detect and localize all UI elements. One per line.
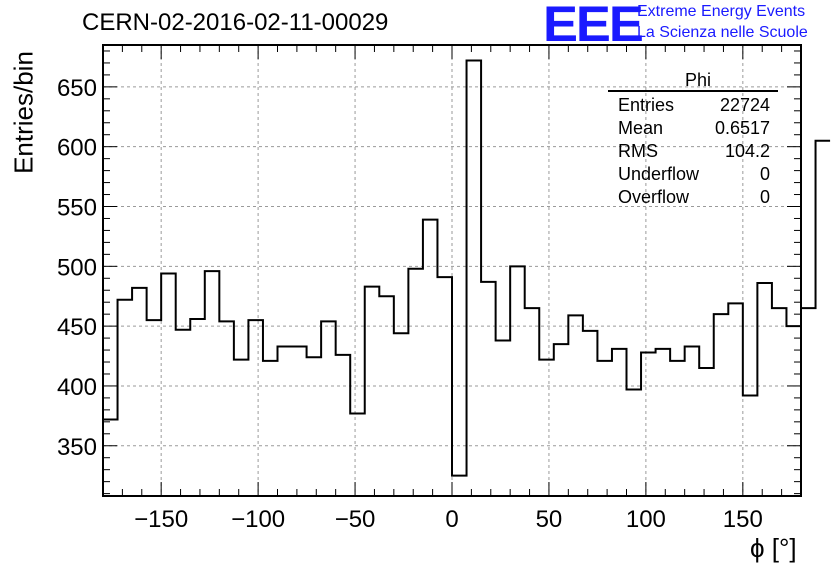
plot-frame [102, 44, 802, 497]
stats-row: RMS 104.2 [608, 140, 778, 163]
stats-box: Phi Entries 22724 Mean 0.6517 RMS 104.2 Und… [608, 70, 778, 209]
stats-value: 22724 [719, 95, 770, 115]
stats-row: Underflow 0 [608, 163, 778, 186]
x-tick-label: 150 [723, 506, 763, 533]
y-tick-label: 550 [57, 194, 97, 221]
stats-row: Overflow 0 [608, 186, 778, 209]
x-tick-label: 100 [626, 506, 666, 533]
tick-labels: −150 −100 −50 0 50 100 150 350 400 450 500 550 600 65… [57, 75, 763, 533]
y-tick-label: 450 [57, 314, 97, 341]
y-tick-label: 650 [57, 75, 97, 102]
stats-label: Mean [618, 118, 664, 138]
x-tick-label: −50 [335, 506, 376, 533]
stats-box-title: Phi [608, 70, 778, 92]
stats-value: 0 [759, 164, 770, 184]
stats-label: RMS [618, 141, 658, 161]
y-tick-label: 350 [57, 434, 97, 461]
brand-line-2: La Scienza nelle Scuole [637, 24, 808, 41]
stats-row: Mean 0.6517 [608, 117, 778, 140]
x-tick-label: 50 [536, 506, 563, 533]
y-tick-label: 600 [57, 135, 97, 162]
axis-ticks [102, 45, 802, 496]
y-axis-label: Entries/bin [8, 51, 39, 174]
x-axis-label: ϕ [°] [750, 533, 797, 563]
stats-label: Underflow [618, 164, 700, 184]
brand-line-1: Extreme Energy Events [637, 3, 806, 20]
chart-title: CERN-02-2016-02-11-00029 [82, 9, 389, 36]
x-tick-label: 0 [445, 506, 458, 533]
y-tick-label: 400 [57, 374, 97, 401]
stats-value: 0 [759, 187, 770, 207]
stats-label: Entries [618, 95, 675, 115]
stats-value: 104.2 [724, 141, 770, 161]
eee-logo: EEE [543, 0, 644, 52]
stats-value: 0.6517 [714, 118, 770, 138]
stats-row: Entries 22724 [608, 94, 778, 117]
y-tick-label: 500 [57, 254, 97, 281]
x-tick-label: −150 [134, 506, 188, 533]
x-tick-label: −100 [231, 506, 285, 533]
stats-label: Overflow [618, 187, 690, 207]
histogram-step-line [103, 59, 831, 477]
